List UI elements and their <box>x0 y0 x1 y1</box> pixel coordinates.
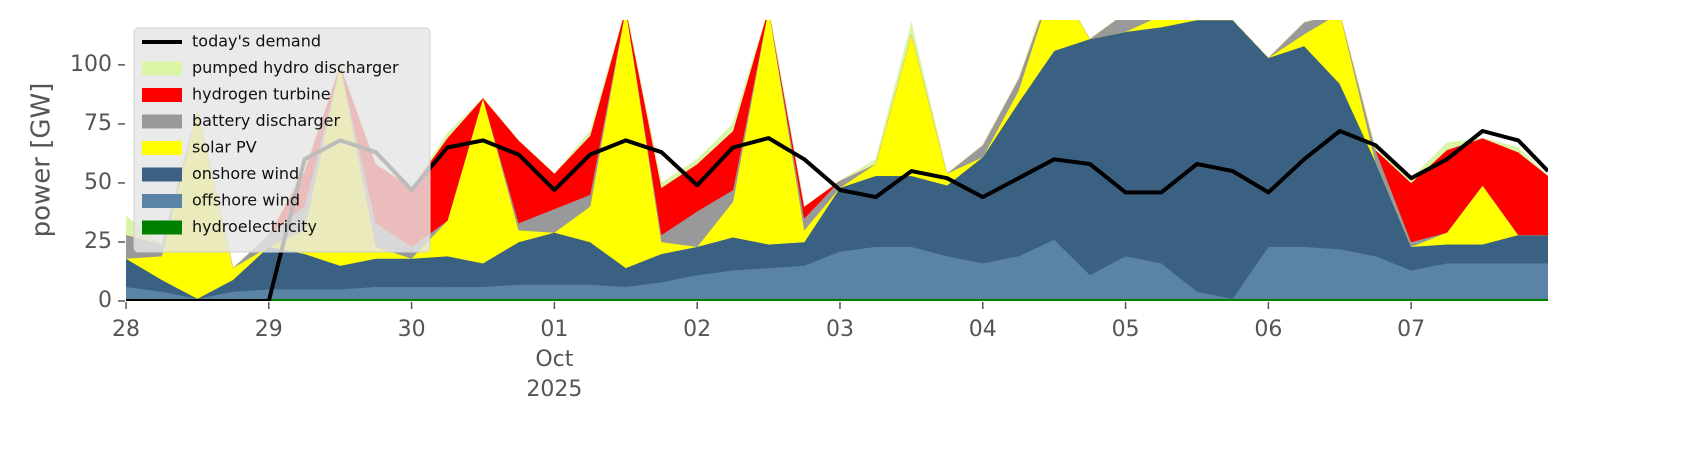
legend: today's demand pumped hydro discharger hyd… <box>133 27 431 253</box>
x-month-label: Oct <box>535 347 573 372</box>
x-year-label: 2025 <box>526 377 582 402</box>
y-tick-label: 100 <box>70 52 112 77</box>
legend-label: battery discharger <box>192 111 340 130</box>
legend-swatch <box>142 167 182 182</box>
y-tick-label: 75 <box>84 111 112 136</box>
area <box>126 298 1548 301</box>
area <box>126 20 1548 269</box>
legend-swatch <box>142 220 182 235</box>
x-tick-label: 04 <box>969 317 997 342</box>
x-tick-label: 07 <box>1397 317 1425 342</box>
y-tick-label: 0 <box>98 288 112 313</box>
legend-label: hydrogen turbine <box>192 85 331 104</box>
x-tick-label: 28 <box>112 317 140 342</box>
legend-label: hydroelectricity <box>192 217 317 236</box>
legend-swatch <box>142 114 182 129</box>
x-tick-label: 05 <box>1112 317 1140 342</box>
legend-swatch <box>142 194 182 208</box>
legend-label: solar PV <box>192 138 257 157</box>
x-tick-label: 02 <box>683 317 711 342</box>
x-tick-label: 01 <box>540 317 568 342</box>
legend-swatch <box>142 61 182 76</box>
y-tick-label: 50 <box>84 170 112 195</box>
x-tick-label: 06 <box>1254 317 1282 342</box>
y-axis-label: power [GW] <box>27 83 57 238</box>
x-tick-label: 30 <box>398 317 426 342</box>
x-tick-label: 29 <box>255 317 283 342</box>
legend-label: pumped hydro discharger <box>192 58 399 77</box>
x-tick-label: 03 <box>826 317 854 342</box>
legend-box <box>133 27 431 253</box>
legend-swatch <box>142 88 182 102</box>
legend-label: onshore wind <box>192 164 299 183</box>
y-tick-label: 25 <box>84 229 112 254</box>
legend-swatch <box>142 141 182 155</box>
legend-label: today's demand <box>192 32 321 51</box>
legend-label: offshore wind <box>192 191 300 210</box>
